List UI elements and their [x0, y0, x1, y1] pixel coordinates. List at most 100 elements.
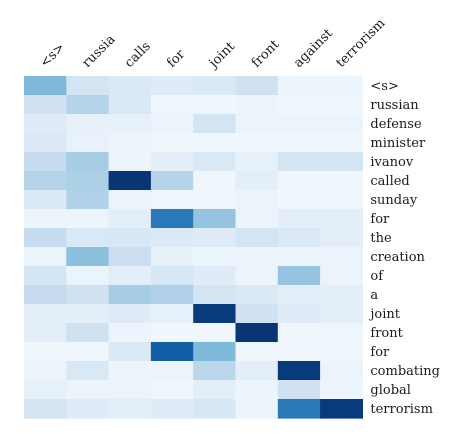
heatmap-cell-17-5 [235, 399, 279, 419]
heatmap-cell-2-0 [24, 114, 67, 134]
heatmap-cell-16-6 [277, 380, 321, 400]
heatmap-cell-9-1 [66, 247, 110, 267]
heatmap-cell-8-3 [150, 228, 194, 248]
heatmap-cell-5-0 [24, 171, 67, 191]
heatmap-cell-11-5 [235, 285, 279, 305]
y-tick-label: combating [370, 364, 440, 379]
heatmap-cell-8-7 [320, 228, 363, 248]
x-tick-label: against [291, 26, 336, 71]
heatmap-cell-12-3 [150, 304, 194, 324]
heatmap-cell-10-6 [277, 266, 321, 286]
heatmap-cell-7-3 [150, 209, 194, 229]
heatmap-cell-3-6 [277, 133, 321, 153]
heatmap-cell-6-6 [277, 190, 321, 210]
heatmap-cell-3-0 [24, 133, 67, 153]
heatmap-cell-12-1 [66, 304, 110, 324]
heatmap-cell-11-3 [150, 285, 194, 305]
heatmap-cell-14-7 [320, 342, 363, 362]
heatmap-cell-1-5 [235, 95, 279, 115]
heatmap-cell-15-3 [150, 361, 194, 381]
heatmap-cell-2-7 [320, 114, 363, 134]
heatmap-cell-4-6 [277, 152, 321, 172]
heatmap-cell-2-2 [108, 114, 152, 134]
heatmap-cell-15-6 [277, 361, 321, 381]
y-tick-label: for [370, 345, 390, 360]
heatmap-cell-0-5 [235, 76, 279, 96]
heatmap-cell-3-1 [66, 133, 110, 153]
heatmap-cell-11-0 [24, 285, 67, 305]
heatmap-cell-7-4 [193, 209, 237, 229]
heatmap-cell-1-6 [277, 95, 321, 115]
heatmap-cell-5-1 [66, 171, 110, 191]
y-tick-label: defense [370, 117, 422, 132]
heatmap-cell-13-2 [108, 323, 152, 343]
heatmap-cell-2-6 [277, 114, 321, 134]
heatmap-cell-8-0 [24, 228, 67, 248]
heatmap-cell-16-3 [150, 380, 194, 400]
heatmap-cell-9-7 [320, 247, 363, 267]
y-tick-label: the [370, 231, 392, 246]
heatmap-cell-10-7 [320, 266, 363, 286]
heatmap-cell-10-1 [66, 266, 110, 286]
heatmap-cell-0-4 [193, 76, 237, 96]
heatmap-cell-11-6 [277, 285, 321, 305]
heatmap-cell-4-3 [150, 152, 194, 172]
heatmap-cell-11-2 [108, 285, 152, 305]
heatmap-cell-4-1 [66, 152, 110, 172]
heatmap-cell-16-7 [320, 380, 363, 400]
heatmap-cell-12-7 [320, 304, 363, 324]
x-tick-label: front [249, 37, 283, 71]
y-tick-label: <s> [370, 79, 398, 94]
heatmap-cell-13-0 [24, 323, 67, 343]
heatmap-cell-9-0 [24, 247, 67, 267]
y-tick-label: for [370, 212, 390, 227]
heatmap-cell-13-3 [150, 323, 194, 343]
heatmap-cell-8-5 [235, 228, 279, 248]
heatmap-cell-15-0 [24, 361, 67, 381]
y-tick-label: of [370, 269, 384, 284]
heatmap-cell-10-0 [24, 266, 67, 286]
x-tick-label: <s> [37, 40, 68, 71]
x-tick-label: calls [122, 39, 154, 71]
heatmap-cell-3-5 [235, 133, 279, 153]
heatmap-cell-9-3 [150, 247, 194, 267]
heatmap-cell-5-2 [108, 171, 152, 191]
heatmap-cell-1-2 [108, 95, 152, 115]
heatmap-cell-10-5 [235, 266, 279, 286]
heatmap-cell-3-7 [320, 133, 363, 153]
heatmap-cell-8-1 [66, 228, 110, 248]
x-tick-labels: <s> russia calls for joint front againstterror… [37, 16, 388, 72]
x-tick-label: joint [205, 39, 239, 73]
heatmap-cell-12-6 [277, 304, 321, 324]
heatmap-cell-6-1 [66, 190, 110, 210]
heatmap-cell-8-6 [277, 228, 321, 248]
heatmap-cell-0-2 [108, 76, 152, 96]
heatmap-cell-7-6 [277, 209, 321, 229]
heatmap-cell-17-6 [277, 399, 321, 419]
heatmap-cell-5-7 [320, 171, 363, 191]
heatmap-cell-9-4 [193, 247, 237, 267]
y-tick-label: joint [368, 307, 400, 322]
heatmap-cell-10-4 [193, 266, 237, 286]
heatmap-cell-13-4 [193, 323, 237, 343]
heatmap-cell-6-7 [320, 190, 363, 210]
heatmap-cell-3-2 [108, 133, 152, 153]
heatmap-cell-5-5 [235, 171, 279, 191]
heatmap-cell-3-3 [150, 133, 194, 153]
heatmap-cell-8-4 [193, 228, 237, 248]
heatmap-cell-12-5 [235, 304, 279, 324]
heatmap-cell-9-5 [235, 247, 279, 267]
heatmap-cell-8-2 [108, 228, 152, 248]
heatmap-cell-1-0 [24, 95, 67, 115]
heatmap-cell-15-7 [320, 361, 363, 381]
heatmap-cell-11-1 [66, 285, 110, 305]
heatmap-cell-15-5 [235, 361, 279, 381]
heatmap-cell-6-4 [193, 190, 237, 210]
heatmap-cell-14-6 [277, 342, 321, 362]
heatmap-cell-0-6 [277, 76, 321, 96]
heatmap-cell-10-2 [108, 266, 152, 286]
heatmap-cell-6-3 [150, 190, 194, 210]
heatmap-cell-7-0 [24, 209, 67, 229]
heatmap-cell-2-3 [150, 114, 194, 134]
